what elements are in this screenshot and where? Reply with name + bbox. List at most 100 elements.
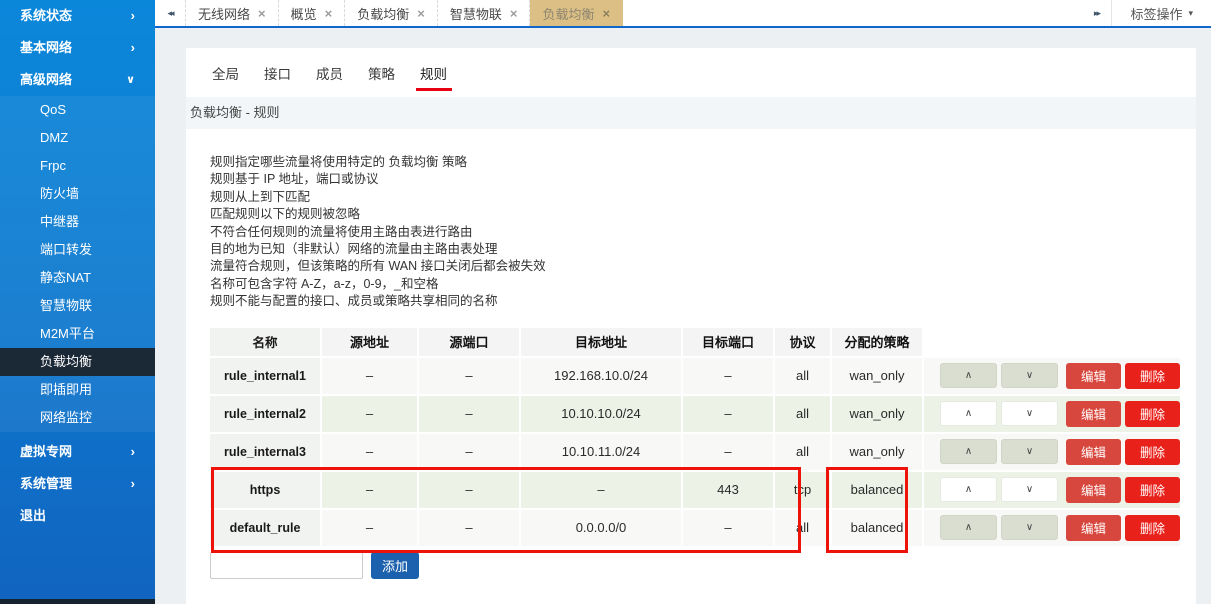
delete-button[interactable]: 删除: [1125, 400, 1180, 427]
section-tab[interactable]: 策略: [368, 66, 395, 82]
window-tab[interactable]: 负载均衡 ×: [530, 0, 624, 26]
sidebar-subitem[interactable]: 端口转发: [40, 242, 93, 257]
window-tab-label: 智慧物联: [449, 6, 502, 22]
cell-sport: –: [419, 509, 519, 546]
edit-button[interactable]: 编辑: [1066, 362, 1121, 389]
sidebar-subitem[interactable]: 防火墙: [40, 186, 80, 201]
sidebar-item[interactable]: 虚拟专网 ›: [0, 436, 155, 468]
sidebar-top-menu: 系统状态 › 基本网络 › 高级网络 ∨: [0, 0, 155, 96]
sidebar-subitem[interactable]: QoS: [40, 102, 67, 117]
sidebar-item[interactable]: 系统状态 ›: [0, 0, 155, 32]
sidebar-subitem[interactable]: 智慧物联: [40, 298, 93, 313]
sidebar-subitem[interactable]: 静态NAT: [40, 270, 92, 285]
delete-button[interactable]: 删除: [1125, 476, 1180, 503]
add-rule-button[interactable]: 添加: [371, 551, 419, 579]
sidebar-item[interactable]: 高级网络 ∨: [0, 64, 155, 96]
window-tab[interactable]: 无线网络 ×: [186, 0, 279, 26]
cell-src: –: [322, 509, 417, 546]
window-tab[interactable]: 智慧物联 ×: [438, 0, 531, 26]
cell-name: rule_internal3: [210, 433, 320, 470]
description-block: 规则指定哪些流量将使用特定的 负载均衡 策略 规则基于 IP 地址，端口或协议 规则…: [186, 129, 1196, 311]
section-tabs: 全局 接口 成员 策略 规则: [186, 48, 1196, 97]
move-down-button[interactable]: ∨: [1001, 439, 1058, 465]
close-tab-icon[interactable]: ×: [258, 5, 266, 21]
edit-button[interactable]: 编辑: [1066, 400, 1121, 427]
sidebar-subitem[interactable]: Frpc: [40, 158, 66, 173]
tab-actions-menu[interactable]: 标签操作 ▾: [1111, 0, 1211, 26]
edit-button[interactable]: 编辑: [1066, 514, 1121, 541]
chevron-right-icon: ›: [130, 476, 135, 491]
header-cell-actions: [924, 328, 1168, 356]
cell-policy: balanced: [832, 509, 922, 546]
sidebar-item[interactable]: 退出: [0, 500, 155, 532]
move-down-button[interactable]: ∨: [1001, 363, 1058, 389]
table-header-row: 名称 源地址 源端口 目标地址 目标端口 协议 分配的策略: [210, 327, 1168, 356]
cell-src: –: [322, 471, 417, 508]
sidebar-subitem[interactable]: 网络监控: [40, 410, 93, 425]
delete-button[interactable]: 删除: [1125, 438, 1180, 465]
sidebar-subitem[interactable]: 中继器: [40, 214, 80, 229]
window-tab[interactable]: 负载均衡 ×: [345, 0, 438, 26]
sidebar-subitem[interactable]: 负载均衡: [0, 348, 155, 376]
edit-button[interactable]: 编辑: [1066, 438, 1121, 465]
header-cell: 协议: [775, 327, 830, 356]
description-line: 名称可包含字符 A-Z，a-z，0-9，_和空格: [210, 276, 439, 291]
cell-sport: –: [419, 357, 519, 394]
row-actions: ∧ ∨ 编辑 删除: [924, 433, 1180, 470]
table-row: https – – –443 tcp balanced ∧ ∨ 编辑 删除: [210, 471, 1180, 508]
cell-proto: all: [775, 509, 830, 546]
description-line: 规则不能与配置的接口、成员或策略共享相同的名称: [210, 294, 498, 309]
close-tab-icon[interactable]: ×: [417, 5, 425, 21]
move-down-button[interactable]: ∨: [1001, 401, 1058, 427]
cell-proto: all: [775, 395, 830, 432]
scroll-tabs-right-button[interactable]: ▸▸: [1081, 0, 1111, 26]
cell-name: https: [210, 471, 320, 508]
move-up-button[interactable]: ∧: [940, 439, 997, 465]
move-up-button[interactable]: ∧: [940, 515, 997, 541]
scroll-tabs-left-button[interactable]: ◂◂: [155, 0, 185, 26]
table-row: rule_internal3– –10.10.11.0/24– all wan_onl…: [210, 433, 1180, 470]
delete-button[interactable]: 删除: [1125, 362, 1180, 389]
cell-dport: –: [683, 433, 773, 470]
window-tab-label: 无线网络: [198, 6, 251, 22]
description-line: 流量符合规则，但该策略的所有 WAN 接口关闭后都会被失效: [210, 259, 546, 274]
sidebar-item-label: 虚拟专网: [20, 444, 73, 459]
sidebar-subitem[interactable]: 即插即用: [40, 382, 93, 397]
close-tab-icon[interactable]: ×: [509, 5, 518, 21]
close-tab-icon[interactable]: ×: [602, 5, 611, 21]
section-tab[interactable]: 成员: [316, 66, 343, 82]
section-tab[interactable]: 接口: [264, 66, 291, 82]
sidebar-item-label: 基本网络: [20, 40, 73, 55]
section-tab[interactable]: 全局: [212, 66, 239, 82]
cell-sport: –: [419, 395, 519, 432]
cell-policy: wan_only: [832, 357, 922, 394]
cell-policy: wan_only: [832, 395, 922, 432]
description-line: 不符合任何规则的流量将使用主路由表进行路由: [210, 224, 473, 239]
move-up-button[interactable]: ∧: [940, 477, 997, 503]
move-down-button[interactable]: ∨: [1001, 477, 1058, 503]
delete-button[interactable]: 删除: [1125, 514, 1180, 541]
sidebar-item[interactable]: 基本网络 ›: [0, 32, 155, 64]
sidebar-subitem[interactable]: DMZ: [40, 130, 69, 145]
move-down-button[interactable]: ∨: [1001, 515, 1058, 541]
cell-dport: –: [683, 395, 773, 432]
edit-button[interactable]: 编辑: [1066, 476, 1121, 503]
section-tab[interactable]: 规则: [420, 48, 447, 97]
sidebar-bottom-menu: 虚拟专网 › 系统管理 › 退出: [0, 436, 155, 532]
sidebar-item[interactable]: 系统管理 ›: [0, 468, 155, 500]
chevron-right-icon: ›: [130, 8, 135, 23]
cell-name: rule_internal1: [210, 357, 320, 394]
close-tab-icon[interactable]: ×: [324, 5, 333, 21]
move-up-button[interactable]: ∧: [940, 401, 997, 427]
move-up-button[interactable]: ∧: [940, 363, 997, 389]
chevron-down-icon: ∨: [126, 74, 135, 86]
table-body: rule_internal1– –192.168.10.0/24– all wan_o…: [210, 357, 1180, 546]
add-rule-row: 添加: [210, 551, 1196, 579]
cell-policy: balanced: [832, 471, 922, 508]
sidebar-submenu: QoS DMZ Frpc 防火墙中继器端口转发静态NAT 智慧物联 M2M平台负载均衡即插…: [0, 96, 155, 432]
new-rule-name-input[interactable]: [210, 551, 363, 579]
window-tab[interactable]: 概览 ×: [279, 0, 346, 26]
sidebar-subitem[interactable]: M2M平台: [40, 326, 95, 341]
row-actions: ∧ ∨ 编辑 删除: [924, 509, 1180, 546]
sidebar-item-label: 系统管理: [20, 476, 73, 491]
